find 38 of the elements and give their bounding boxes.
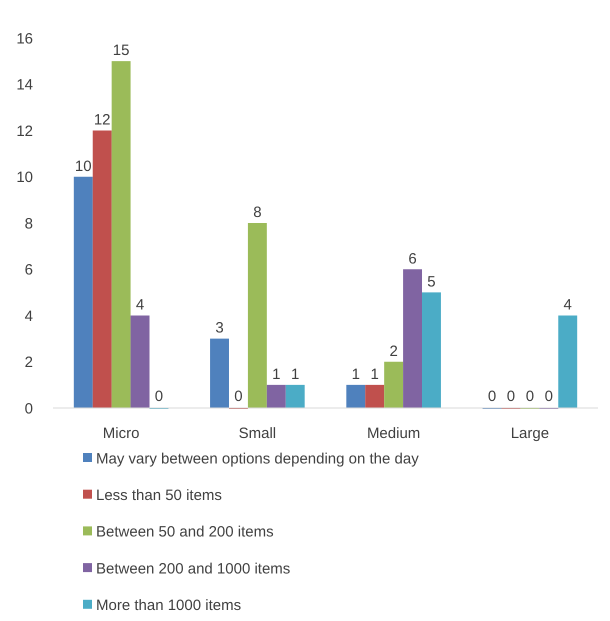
x-tick-label: Medium <box>366 425 420 442</box>
data-label: 1 <box>352 366 360 383</box>
legend-label: Less than 50 items <box>96 486 222 504</box>
y-tick-label: 4 <box>24 308 33 325</box>
y-tick-label: 6 <box>24 262 33 278</box>
data-label: 12 <box>94 112 111 128</box>
data-label: 0 <box>506 388 516 405</box>
data-label: 3 <box>215 320 224 337</box>
data-label: 0 <box>544 388 553 405</box>
data-label: 0 <box>154 388 164 405</box>
data-label: 0 <box>488 388 496 405</box>
data-label: 4 <box>136 296 144 314</box>
data-label: 8 <box>253 204 262 221</box>
y-tick-label: 16 <box>16 30 33 48</box>
data-label: 1 <box>272 366 280 383</box>
y-tick-label: 12 <box>16 122 33 140</box>
y-tick-label: 10 <box>16 169 33 186</box>
legend-label: More than 1000 items <box>96 597 242 614</box>
y-tick-label: 2 <box>24 354 33 371</box>
y-tick-label: 14 <box>16 76 33 94</box>
data-label: 1 <box>370 366 379 383</box>
data-label: 1 <box>291 366 300 383</box>
data-label: 10 <box>74 158 92 175</box>
data-label: 4 <box>564 296 572 314</box>
x-tick-label: Small <box>238 425 276 442</box>
y-tick-label: 0 <box>24 400 33 418</box>
x-tick-label: Large <box>510 425 550 442</box>
data-label: 0 <box>234 388 243 405</box>
x-tick-label: Micro <box>102 425 140 442</box>
data-label: 0 <box>526 388 534 405</box>
legend-label: Between 50 and 200 items <box>96 524 274 541</box>
legend-label: Between 200 and 1000 items <box>96 560 290 578</box>
y-tick-label: 8 <box>24 215 33 232</box>
data-label: 2 <box>389 342 398 360</box>
data-label: 6 <box>408 250 417 268</box>
data-label: 15 <box>112 42 130 60</box>
data-label: 5 <box>427 273 436 290</box>
legend-label: May vary between options depending on the day <box>96 450 420 468</box>
